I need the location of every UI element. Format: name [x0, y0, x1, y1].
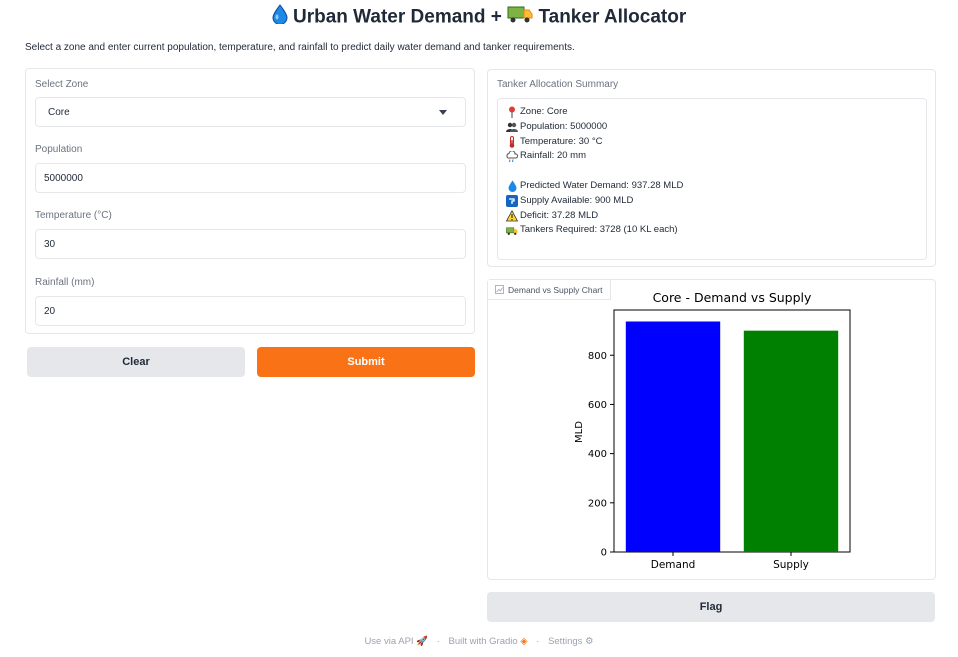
- summary-textbox[interactable]: Zone: Core Population: 5000000 Temperatu…: [497, 98, 927, 260]
- gear-icon: ⚙: [585, 636, 594, 647]
- droplet-icon: [272, 4, 288, 31]
- built-with-gradio-link[interactable]: Built with Gradio ◈: [448, 636, 528, 647]
- flag-button[interactable]: Flag: [487, 592, 935, 622]
- temperature-label: Temperature (°C): [35, 210, 112, 221]
- input-panel: Select Zone Core Population 5000000 Temp…: [25, 68, 475, 334]
- rainfall-input[interactable]: 20: [35, 296, 466, 326]
- summary-line-demand: Predicted Water Demand: 937.28 MLD: [506, 179, 918, 194]
- droplet-icon: [506, 180, 518, 193]
- summary-line-zone: Zone: Core: [506, 105, 918, 120]
- summary-line-temperature: Temperature: 30 °C: [506, 135, 918, 150]
- temperature-input[interactable]: 30: [35, 229, 466, 259]
- zone-value: Core: [48, 106, 70, 118]
- chart-icon: [495, 285, 504, 294]
- zone-dropdown[interactable]: Core: [35, 97, 466, 127]
- submit-button[interactable]: Submit: [257, 347, 475, 377]
- bars: [625, 321, 839, 552]
- bar-chart: Core - Demand vs Supply 0 200 400 600 800 De…: [574, 290, 851, 571]
- summary-line-population: Population: 5000000: [506, 120, 918, 135]
- y-tick-label: 400: [588, 449, 607, 460]
- app-title: Urban Water Demand + Tanker Allocator: [0, 4, 958, 31]
- y-tick-label: 800: [588, 351, 607, 362]
- app-subtitle: Select a zone and enter current populati…: [25, 42, 575, 53]
- plot-frame: [613, 309, 851, 553]
- rain-cloud-icon: [506, 150, 518, 163]
- gradio-logo-icon: ◈: [520, 636, 528, 647]
- settings-link[interactable]: Settings ⚙: [548, 636, 594, 647]
- bar-demand: [625, 321, 721, 552]
- x-tick-label: Demand: [651, 559, 696, 571]
- summary-label: Tanker Allocation Summary: [497, 79, 619, 90]
- bar-supply: [743, 330, 839, 552]
- y-tick-label: 200: [588, 498, 607, 509]
- chart-title: Core - Demand vs Supply: [653, 290, 812, 305]
- use-via-api-link[interactable]: Use via API 🚀: [364, 636, 429, 647]
- people-icon: [506, 121, 518, 133]
- summary-line-supply: Supply Available: 900 MLD: [506, 194, 918, 209]
- population-label: Population: [35, 144, 83, 155]
- title-part-2: Tanker Allocator: [538, 6, 687, 28]
- footer: Use via API 🚀 · Built with Gradio ◈ · Se…: [364, 636, 594, 647]
- warning-icon: [506, 209, 518, 222]
- zone-label: Select Zone: [35, 79, 89, 90]
- y-tick-label: 600: [588, 400, 607, 411]
- rainfall-label: Rainfall (mm): [35, 277, 95, 288]
- rocket-icon: 🚀: [416, 636, 429, 647]
- clear-button[interactable]: Clear: [27, 347, 245, 377]
- summary-panel: Tanker Allocation Summary Zone: Core Pop…: [487, 69, 936, 267]
- chart-tab: Demand vs Supply Chart: [488, 280, 611, 300]
- truck-icon: [507, 4, 533, 31]
- summary-line-deficit: Deficit: 37.28 MLD: [506, 209, 918, 224]
- x-tick-label: Supply: [773, 559, 809, 571]
- summary-line-tankers: Tankers Required: 3728 (10 KL each): [506, 223, 918, 238]
- y-tick-label: 0: [601, 548, 607, 559]
- summary-line-rainfall: Rainfall: 20 mm: [506, 149, 918, 164]
- y-axis: 0 200 400 600 800: [588, 351, 614, 559]
- chart-panel: Core - Demand vs Supply 0 200 400 600 800 De…: [487, 279, 936, 580]
- pin-icon: [506, 106, 518, 119]
- x-axis: Demand Supply: [651, 552, 809, 571]
- thermometer-icon: [506, 135, 518, 148]
- title-part-1: Urban Water Demand +: [293, 6, 502, 28]
- truck-icon: [506, 225, 518, 237]
- y-axis-label: MLD: [574, 421, 585, 443]
- population-input[interactable]: 5000000: [35, 163, 466, 193]
- tap-icon: [506, 195, 518, 208]
- chevron-down-icon[interactable]: [439, 110, 447, 115]
